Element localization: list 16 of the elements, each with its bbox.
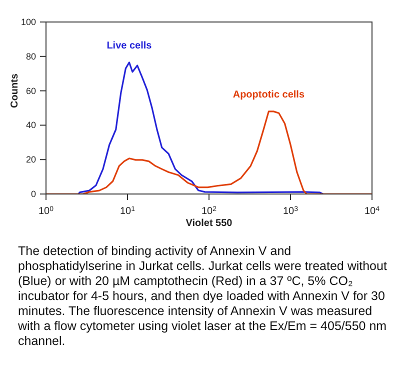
- x-tick-label: 10$^{3}$: [282, 206, 298, 217]
- text: The detection of binding activity of Annexin V and phosphatidylserine in Jurkat cells. Jurkat cells were treated without (Blue) or with 20 µM camptothecin (Red) in a 37 ºC, 5% CO₂ incubator for 4-5 hours, and then dye loaded with Annexin V for 30 minutes. The fluorescence intensity of Annexin V was measured with a flow cytometer using violet laser at the Ex/Em = 405/550 nm channel.: [18, 244, 388, 349]
- y-tick-label: 20: [26, 154, 36, 165]
- y-axis-title: Counts: [10, 73, 21, 108]
- x-tick-label: 10$^{0}$: [38, 206, 54, 217]
- x-tick-label: 10$^{1}$: [120, 206, 136, 217]
- series-label: Apoptotic cells: [232, 89, 305, 100]
- series-label: Live cells: [106, 40, 152, 52]
- y-tick-label: 80: [26, 51, 36, 62]
- y-tick-label: 60: [26, 86, 36, 96]
- y-tick-label: 100: [20, 17, 36, 27]
- y-tick-label: 0: [30, 189, 36, 199]
- x-axis-title: Violet 550: [186, 218, 233, 229]
- x-tick-label: 10$^{4}$: [364, 206, 380, 217]
- y-tick-label: 40: [26, 120, 36, 130]
- x-tick-label: 10$^{2}$: [201, 206, 217, 217]
